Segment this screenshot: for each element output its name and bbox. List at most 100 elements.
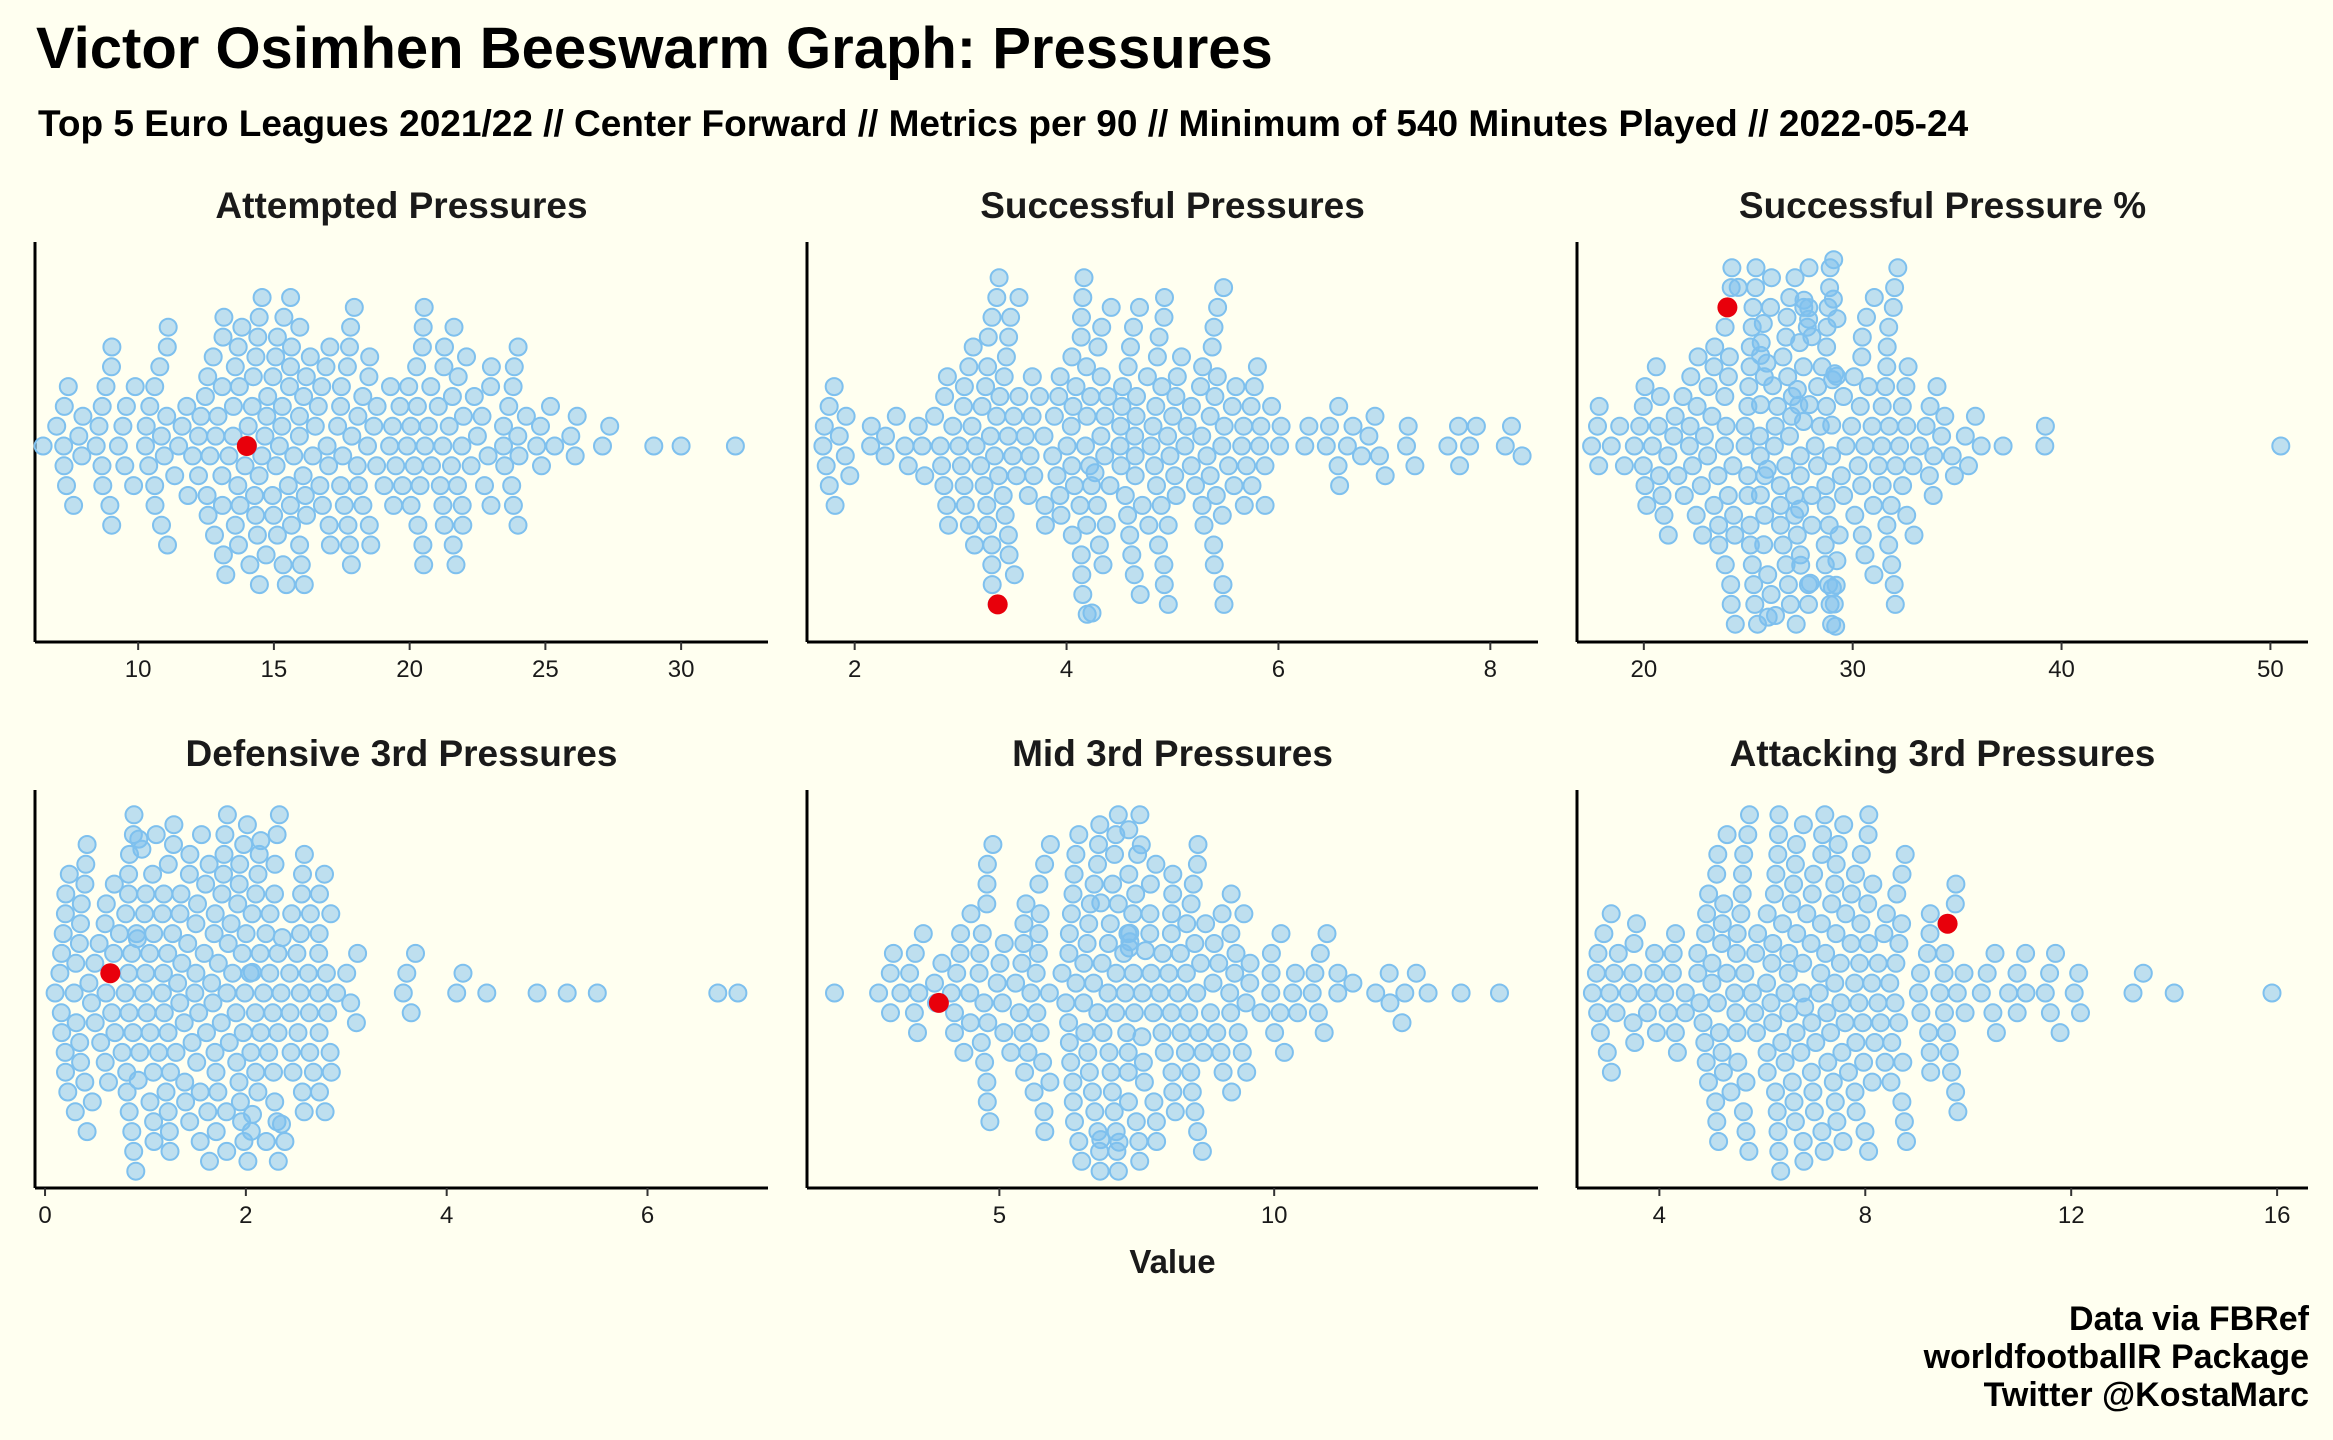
swarm-point — [1725, 614, 1745, 634]
swarm-point — [1757, 459, 1777, 479]
swarm-point — [161, 1062, 180, 1082]
swarm-point — [2035, 436, 2055, 456]
swarm-point — [296, 367, 316, 387]
swarm-point — [1601, 1062, 1621, 1082]
swarm-point — [1232, 1042, 1252, 1062]
swarm-point — [257, 406, 277, 426]
swarm-point — [1799, 594, 1818, 614]
swarm-point — [1712, 914, 1732, 934]
swarm-point — [1844, 367, 1864, 387]
swarm-point — [977, 495, 997, 515]
swarm-point — [1708, 466, 1728, 486]
swarm-point — [56, 1062, 75, 1082]
swarm-point — [1182, 1082, 1202, 1102]
swarm-point — [320, 337, 340, 357]
swarm-point — [1352, 446, 1371, 466]
swarm-point — [1059, 924, 1079, 944]
swarm-point — [1709, 1023, 1729, 1043]
swarm-point — [448, 476, 467, 496]
swarm-point — [1074, 953, 1094, 973]
swarm-point — [1881, 495, 1901, 515]
swarm-point — [1735, 963, 1755, 983]
swarm-point — [1034, 426, 1054, 446]
swarm-point — [1072, 307, 1091, 327]
swarm-point — [1062, 347, 1082, 367]
swarm-point — [994, 1023, 1014, 1043]
swarm-point — [288, 1023, 308, 1043]
swarm-point — [240, 555, 260, 575]
swarm-point — [1089, 535, 1109, 555]
swarm-point — [1852, 476, 1872, 496]
swarm-point — [105, 1023, 125, 1043]
swarm-point — [1630, 416, 1650, 436]
swarm-point — [1725, 525, 1745, 545]
swarm-point — [1196, 914, 1216, 934]
swarm-point — [413, 317, 433, 337]
swarm-point — [242, 396, 262, 416]
swarm-point — [1438, 436, 1458, 456]
swarm-point — [249, 307, 269, 327]
swarm-point — [407, 396, 427, 416]
swarm-point — [418, 416, 438, 436]
swarm-point — [1062, 525, 1082, 545]
swarm-point — [137, 1003, 157, 1023]
swarm-point — [1785, 268, 1805, 288]
swarm-point — [1833, 1132, 1853, 1151]
swarm-point — [1163, 1082, 1183, 1102]
swarm-point — [1018, 1042, 1038, 1062]
swarm-point — [561, 426, 581, 446]
swarm-point — [136, 416, 156, 436]
swarm-point — [1601, 436, 1621, 456]
swarm-point — [55, 1042, 75, 1062]
swarm-point — [312, 377, 332, 397]
swarm-point — [1757, 973, 1777, 993]
swarm-point — [1009, 1003, 1029, 1023]
swarm-point — [1100, 476, 1120, 496]
swarm-point — [168, 973, 188, 993]
swarm-point — [190, 1132, 210, 1151]
swarm-point — [235, 456, 255, 476]
swarm-point — [152, 983, 172, 1003]
swarm-point — [233, 1023, 253, 1043]
swarm-point — [1817, 1003, 1837, 1023]
swarm-point — [1841, 934, 1861, 953]
swarm-point — [235, 983, 255, 1003]
swarm-point — [1072, 565, 1092, 585]
swarm-point — [508, 337, 528, 357]
swarm-point — [978, 357, 998, 377]
swarm-point — [214, 864, 233, 884]
swarm-point — [1588, 416, 1607, 436]
swarm-point — [2069, 963, 2089, 983]
swarm-point — [1255, 456, 1275, 476]
swarm-point — [1222, 1082, 1242, 1102]
swarm-point — [108, 436, 128, 456]
swarm-point — [1658, 525, 1678, 545]
swarm-point — [1770, 495, 1790, 515]
swarm-point — [1919, 466, 1939, 486]
swarm-point — [1208, 297, 1228, 317]
swarm-point — [1166, 387, 1186, 406]
swarm-point — [278, 476, 298, 496]
swarm-point — [1731, 904, 1751, 924]
swarm-point — [1085, 1102, 1105, 1122]
swarm-point — [904, 1003, 924, 1023]
caption: Data via FBRef worldfootballR Package Tw… — [1924, 1300, 2309, 1414]
swarm-point — [945, 1003, 964, 1023]
swarm-point — [1206, 486, 1226, 505]
swarm-point — [1160, 446, 1180, 466]
swarm-point — [225, 357, 245, 377]
swarm-point — [1204, 934, 1224, 953]
swarm-point — [1380, 993, 1400, 1013]
swarm-point — [1103, 874, 1123, 894]
swarm-point — [263, 367, 283, 387]
swarm-point — [1780, 594, 1800, 614]
swarm-point — [1204, 535, 1224, 555]
swarm-point — [1637, 983, 1657, 1003]
swarm-point — [829, 426, 849, 446]
swarm-point — [531, 416, 550, 436]
swarm-point — [164, 835, 183, 854]
swarm-point — [1234, 416, 1254, 436]
swarm-point — [1799, 395, 1819, 415]
swarm-point — [1106, 1003, 1126, 1023]
swarm-point — [331, 396, 351, 416]
